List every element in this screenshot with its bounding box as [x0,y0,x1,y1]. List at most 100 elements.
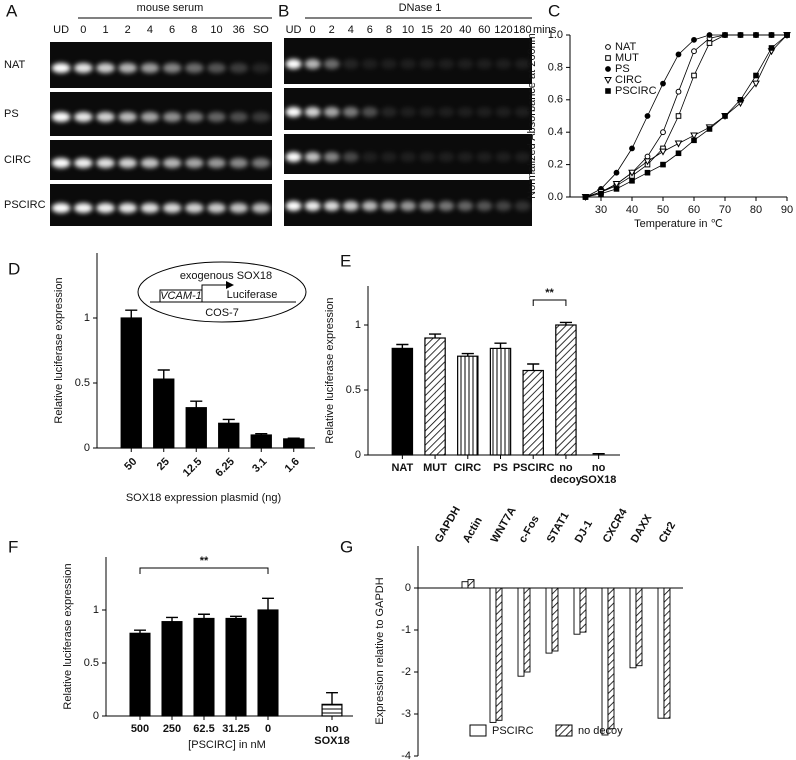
gel-band [207,63,226,73]
lane-label: 8 [191,24,197,36]
y-tick-label: 0 [405,582,411,594]
marker [675,88,682,95]
lane-label: 8 [386,24,392,36]
error-bar [190,400,203,408]
bar [601,587,609,736]
bar [573,587,581,635]
x-tick-label: 50 [122,456,139,473]
error-bar [157,369,170,380]
marker [784,32,790,38]
y-tick-label: 0.5 [84,657,99,669]
gel-band [251,158,271,168]
gel-band [162,63,182,73]
legend-marker [604,77,612,85]
legend-label: PS [615,63,630,75]
significance-label: ** [545,287,554,299]
gel-band [207,112,226,122]
row-label: NAT [4,59,25,71]
marker [612,181,621,189]
bar [391,347,414,456]
marker [675,51,682,58]
gel-band [476,152,493,162]
x-tick-label: 25 [155,456,172,473]
lane-label: 10 [402,24,414,36]
gel-band [140,158,160,168]
marker [691,137,697,144]
gel-band [399,107,417,117]
bar [218,422,240,449]
gel-band [323,107,340,117]
y-tick-label: 0 [84,442,90,454]
marker [691,72,697,79]
gel-band [140,112,160,122]
gel-band [304,152,321,162]
y-tick-label: 0 [93,710,99,722]
bar [522,369,544,456]
gel-band [207,158,226,168]
marker [768,45,775,51]
gel-band [380,201,397,211]
inset-arrow [201,284,226,296]
gel-band [438,201,455,211]
y-tick-label: 1 [355,319,361,331]
gel-band [73,203,93,213]
x-tick-label-box: PSCIRC [513,462,554,474]
gel-band [342,107,359,117]
gel-band [323,201,340,211]
x-tick-label-box: 250 [163,723,181,735]
marker [737,97,744,103]
lane-label: 6 [169,24,175,36]
error-bar [527,363,540,371]
lane-label: 6 [367,24,373,36]
x-tick-label-box: 500 [130,723,150,735]
panel-letter: F [8,537,18,556]
gel-band [304,201,321,211]
marker [706,40,713,46]
x-tick-label: 12.5 [181,456,205,480]
bar [321,703,343,717]
legend-marker [605,55,611,61]
y-tick-label: -2 [401,666,411,678]
error-bar [222,418,235,424]
lane-label: 36 [233,24,245,36]
x-tick-label: 1.6 [283,456,302,475]
gel-band [140,203,160,213]
bar [663,587,671,719]
marker [660,80,666,87]
panel-letter: C [548,1,560,20]
gel-band [476,201,493,211]
x-axis-label: [PSCIRC] in nM [188,739,266,751]
gel-band [380,107,397,117]
gel-band [438,152,455,162]
y-tick-label: -3 [401,708,411,720]
x-tick-label: 90 [781,204,793,216]
lane-label: 10 [210,24,222,36]
gel-band [285,201,302,211]
gel-band [229,112,249,122]
x-tick-label: Actin [461,515,485,545]
gel-band [140,63,160,73]
x-tick-label-box: no SOX18 [581,462,616,486]
panel-letter: D [8,259,20,278]
y-tick-label: 0 [355,449,361,461]
inset-diagram: exogenous SOX18 VCAM-1 Luciferase COS-7 [137,261,307,323]
x-tick-label: NAT [391,462,414,474]
gel-band [514,201,531,211]
bar [457,355,479,456]
gel-band [229,63,249,73]
gel-band [399,59,417,69]
row-label: PSCIRC [4,199,46,211]
bar [283,438,305,449]
inset-reporter: Luciferase [227,289,278,301]
gel-band [118,203,138,213]
gel-title: mouse serum [137,2,204,14]
x-tick-label: CIRC [454,462,482,474]
gel-band [73,158,93,168]
x-axis-label: SOX18 expression plasmid (ng) [126,492,281,504]
x-tick-label: 500 [130,723,150,735]
lane-label: 1 [102,24,108,36]
gel-band [73,63,93,73]
gel-band [229,203,249,213]
marker [691,48,697,55]
